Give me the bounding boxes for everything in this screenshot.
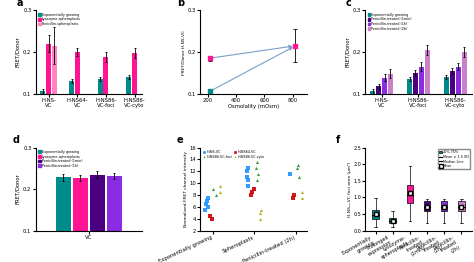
Text: b: b: [177, 0, 184, 8]
Legend: Exponentially growing, Lysozyme-spheroplasts, Penicillin-spheroplasts: Exponentially growing, Lysozyme-spheropl…: [37, 12, 81, 27]
X-axis label: Osmolality (mOsm): Osmolality (mOsm): [228, 104, 279, 109]
Point: [290, 193, 297, 197]
Point: [210, 187, 217, 191]
Bar: [425, 50, 430, 94]
Legend: H-NS-VC, H-NS86-VC-foci, H-NS64-VC, H-NS86-VC-cyto: H-NS-VC, H-NS86-VC-foci, H-NS64-VC, H-NS…: [202, 149, 265, 159]
Point: [250, 187, 257, 191]
Bar: [441, 201, 447, 211]
Bar: [69, 81, 74, 94]
Bar: [390, 218, 396, 223]
Bar: [462, 52, 467, 94]
Point: [286, 172, 294, 176]
Bar: [56, 177, 71, 231]
Legend: Exponentially growing, Penicillin-treated (1min), Penicillin-treated (1h), Penic: Exponentially growing, Penicillin-treate…: [367, 12, 412, 31]
Bar: [370, 91, 375, 94]
Point: [256, 211, 264, 215]
Point: [257, 208, 264, 212]
Bar: [407, 79, 412, 94]
Point: [247, 193, 255, 197]
Bar: [450, 71, 455, 94]
Point: [248, 190, 255, 194]
Bar: [132, 53, 137, 94]
Y-axis label: H-NS₆₆-VC foci area (μm²): H-NS₆₆-VC foci area (μm²): [348, 161, 352, 217]
Text: f: f: [336, 135, 340, 145]
Point: [216, 184, 223, 188]
Point: [208, 217, 216, 221]
Bar: [103, 57, 109, 94]
Point: [298, 190, 306, 194]
Bar: [458, 201, 465, 211]
Point: [256, 217, 264, 221]
Bar: [388, 74, 393, 94]
Y-axis label: FRET/Donor: FRET/Donor: [15, 174, 20, 204]
Point: [203, 202, 210, 206]
Bar: [107, 176, 122, 231]
Point: [204, 196, 212, 200]
Legend: 25%-75%, Mean ± 1.5 SD, Median Line, Mean: 25%-75%, Mean ± 1.5 SD, Median Line, Mea…: [438, 149, 470, 169]
Point: [254, 172, 262, 176]
Y-axis label: FRET/Donor: FRET/Donor: [15, 37, 20, 67]
Point: [243, 175, 250, 179]
Point: [244, 169, 251, 173]
Bar: [456, 67, 461, 94]
Bar: [382, 78, 387, 94]
Point: [216, 190, 224, 194]
Text: e: e: [177, 135, 183, 145]
Bar: [90, 174, 105, 231]
Point: [298, 196, 305, 200]
Point: [253, 160, 260, 165]
Point: [207, 214, 214, 218]
Bar: [52, 46, 57, 94]
Bar: [75, 52, 80, 94]
Point: [253, 178, 261, 182]
Bar: [73, 178, 88, 231]
Bar: [407, 185, 413, 203]
Y-axis label: FRET/Donor: FRET/Donor: [345, 37, 350, 67]
Bar: [413, 73, 418, 94]
Bar: [126, 77, 131, 94]
Text: c: c: [346, 0, 352, 8]
Point: [201, 208, 209, 212]
Bar: [419, 67, 424, 94]
Bar: [98, 79, 103, 94]
Bar: [46, 44, 51, 94]
Bar: [372, 210, 379, 219]
Point: [204, 199, 211, 203]
Bar: [444, 77, 449, 94]
Text: d: d: [12, 135, 19, 145]
Point: [289, 196, 297, 200]
Text: a: a: [17, 0, 23, 8]
Point: [245, 184, 252, 188]
Point: [295, 175, 303, 179]
Point: [294, 163, 302, 167]
Point: [244, 178, 252, 182]
Point: [293, 166, 301, 170]
Bar: [424, 201, 430, 211]
Bar: [40, 91, 46, 94]
Point: [252, 166, 259, 170]
Point: [212, 193, 220, 197]
Point: [204, 205, 211, 209]
Y-axis label: FRET/Donor H-NS-VC: FRET/Donor H-NS-VC: [182, 30, 186, 74]
Legend: Exponentially growing, Lysozyme-spheroplasts, Penicillin-treated (1min), Penicil: Exponentially growing, Lysozyme-spheropl…: [37, 149, 83, 168]
Point: [244, 166, 252, 170]
Y-axis label: Normalized FRET channel intensity: Normalized FRET channel intensity: [184, 151, 188, 227]
Bar: [376, 86, 381, 94]
